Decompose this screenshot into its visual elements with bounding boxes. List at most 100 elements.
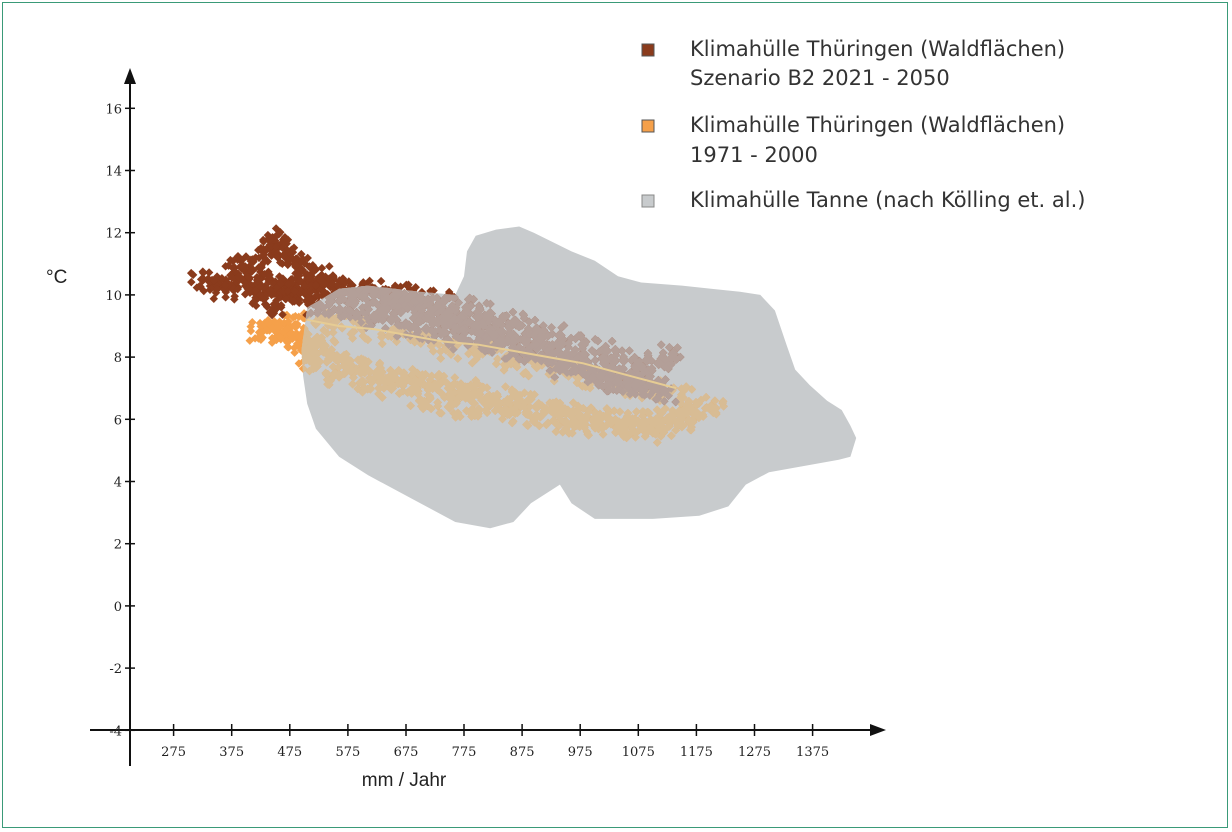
scenario-cloud-point <box>240 289 250 299</box>
historic-overlap-point <box>638 407 647 417</box>
scenario-overlap-point <box>403 304 412 313</box>
scenario-cloud-point <box>198 268 208 278</box>
scenario-point <box>237 261 249 273</box>
scenario-overlap-point <box>393 301 402 311</box>
scenario-overlap-point <box>442 313 452 322</box>
historic-overlap-point <box>523 410 533 420</box>
historic-overlap-point <box>551 427 561 436</box>
scenario-cloud-point <box>306 288 315 297</box>
scenario-cloud-point <box>204 268 214 277</box>
historic-overlap-point <box>676 419 688 432</box>
historic-overlap-point <box>308 348 318 357</box>
historic-overlap-point <box>677 415 687 424</box>
historic-overlap-point <box>718 398 727 408</box>
historic-overlap-point <box>301 345 306 355</box>
legend-label-scenario-line2: Szenario B2 2021 - 2050 <box>690 66 950 90</box>
legend-swatch-scenario <box>641 43 655 57</box>
historic-overlap-point <box>598 430 608 439</box>
scenario-cloud-point <box>254 253 264 263</box>
scenario-cloud-point <box>271 242 281 252</box>
historic-cloud-point <box>290 343 299 353</box>
historic-overlap-point <box>513 398 522 408</box>
historic-overlap-point <box>470 399 479 408</box>
historic-overlap-point <box>450 373 460 382</box>
historic-overlap-point <box>405 376 415 386</box>
legend-label-tanne: Klimahülle Tanne (nach Kölling et. al.) <box>690 188 1085 212</box>
x-tick-label: 775 <box>452 745 477 760</box>
x-axis-arrow <box>870 724 886 736</box>
historic-cloud-point <box>290 319 300 329</box>
scenario-cloud-point <box>265 273 274 282</box>
historic-overlap-point <box>315 357 325 366</box>
x-tick-label: 875 <box>510 745 535 760</box>
historic-overlap-point <box>611 423 621 433</box>
x-axis-label: mm / Jahr <box>362 770 447 791</box>
historic-overlap-point <box>647 426 659 438</box>
historic-cloud-point <box>262 326 271 335</box>
legend-swatch-tanne <box>641 194 655 208</box>
scenario-cloud-point <box>284 256 294 265</box>
historic-overlap-point <box>482 383 492 393</box>
historic-cloud-point <box>294 359 304 368</box>
x-tick-label: 375 <box>219 745 244 760</box>
scenario-cloud-point <box>251 301 261 311</box>
historic-overlap-point <box>523 421 533 430</box>
historic-overlap-point <box>628 421 638 430</box>
historic-overlap-point <box>599 412 608 421</box>
scenario-cloud-point <box>230 291 239 301</box>
historic-cloud-point <box>270 317 279 326</box>
scenario-cloud-point <box>269 303 278 313</box>
historic-overlap-point <box>477 395 486 405</box>
scenario-cloud-point <box>295 276 305 286</box>
historic-overlap-point <box>481 405 491 414</box>
historic-overlap-point <box>653 418 662 427</box>
scenario-cloud-point <box>276 279 285 289</box>
historic-overlap-point <box>589 419 601 432</box>
historic-overlap-point <box>305 366 314 376</box>
historic-overlap-point <box>698 412 708 421</box>
scenario-cloud-point <box>376 276 386 286</box>
legend-swatch-historic <box>641 119 655 133</box>
scenario-cloud-point <box>365 276 374 286</box>
scenario-cloud-point <box>248 255 258 264</box>
scenario-cloud-point <box>276 301 286 310</box>
scenario-cloud-point <box>256 243 266 253</box>
historic-overlap-point <box>328 328 338 337</box>
historic-overlap-point <box>505 399 515 409</box>
historic-overlap-point <box>420 380 429 390</box>
historic-overlap-point <box>398 381 408 391</box>
historic-overlap-point <box>710 396 720 406</box>
historic-overlap-point <box>667 431 676 440</box>
historic-overlap-point <box>348 379 357 389</box>
historic-overlap-point <box>589 414 598 423</box>
historic-overlap-point <box>365 373 374 383</box>
y-tick-label: 14 <box>105 165 122 180</box>
scenario-cloud-point <box>411 283 420 292</box>
historic-overlap-point <box>429 346 438 356</box>
x-tick-label: 975 <box>568 745 593 760</box>
scenario-cloud-point <box>359 278 368 287</box>
scenario-cloud-point <box>258 235 268 245</box>
y-axis-arrow <box>124 68 136 84</box>
y-tick-label: -2 <box>109 662 122 677</box>
scenario-cloud-point <box>404 280 413 290</box>
historic-overlap-point <box>676 391 688 404</box>
historic-overlap-point <box>356 376 369 388</box>
historic-overlap-point <box>398 386 408 396</box>
scenario-cloud-point <box>281 294 291 304</box>
y-tick-label: -4 <box>109 724 122 739</box>
historic-overlap-point <box>618 423 630 435</box>
y-tick-label: 0 <box>114 600 122 615</box>
scenario-cloud-point <box>241 252 251 261</box>
historic-overlap-point <box>645 409 654 418</box>
scenario-cloud-point <box>265 286 275 295</box>
scenario-cloud-point <box>199 286 209 296</box>
historic-overlap-point <box>512 362 522 372</box>
historic-overlap-point <box>607 417 617 427</box>
historic-overlap-point <box>690 407 703 419</box>
historic-overlap-point <box>324 351 333 360</box>
scenario-cloud-point <box>278 310 287 319</box>
scenario-cloud-point <box>300 281 309 290</box>
historic-overlap-point <box>686 425 696 435</box>
